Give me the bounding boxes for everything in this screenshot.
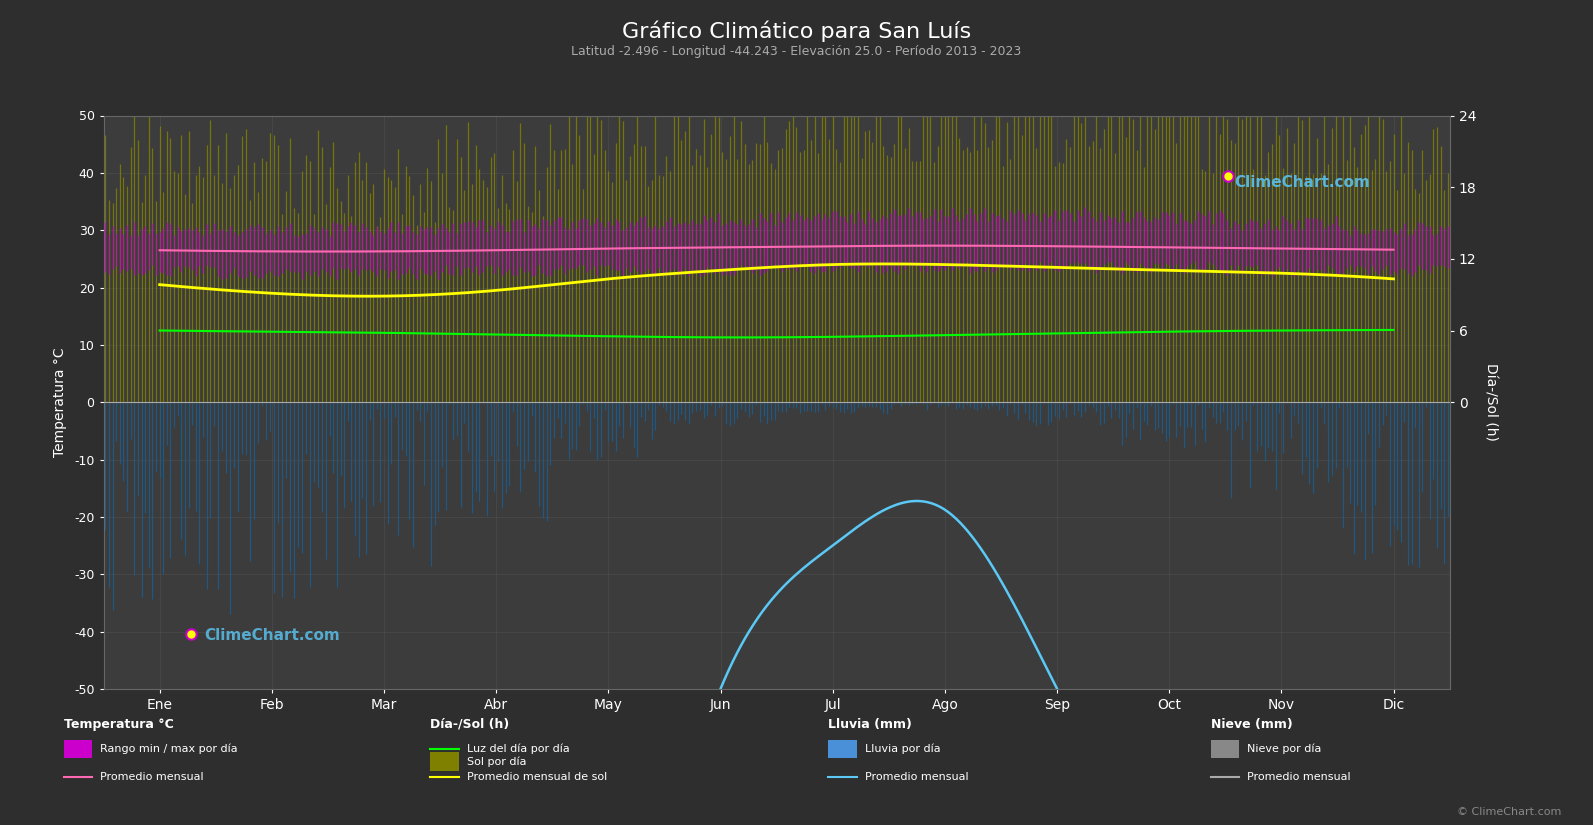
Text: Promedio mensual de sol: Promedio mensual de sol xyxy=(467,772,607,782)
Y-axis label: Temperatura °C: Temperatura °C xyxy=(53,347,67,457)
Text: Latitud -2.496 - Longitud -44.243 - Elevación 25.0 - Período 2013 - 2023: Latitud -2.496 - Longitud -44.243 - Elev… xyxy=(572,45,1021,59)
Text: Nieve por día: Nieve por día xyxy=(1247,744,1322,754)
Text: ClimeChart.com: ClimeChart.com xyxy=(204,628,341,643)
Text: Rango min / max por día: Rango min / max por día xyxy=(100,744,237,754)
Text: © ClimeChart.com: © ClimeChart.com xyxy=(1456,807,1561,817)
Text: Luz del día por día: Luz del día por día xyxy=(467,744,570,754)
Text: Gráfico Climático para San Luís: Gráfico Climático para San Luís xyxy=(621,21,972,42)
Y-axis label: Día-/Sol (h): Día-/Sol (h) xyxy=(1483,363,1497,441)
Text: Promedio mensual: Promedio mensual xyxy=(1247,772,1351,782)
Text: Promedio mensual: Promedio mensual xyxy=(100,772,204,782)
Text: Lluvia por día: Lluvia por día xyxy=(865,744,940,754)
Text: Nieve (mm): Nieve (mm) xyxy=(1211,718,1292,731)
Text: ClimeChart.com: ClimeChart.com xyxy=(1235,175,1370,190)
Text: Temperatura °C: Temperatura °C xyxy=(64,718,174,731)
Text: Sol por día: Sol por día xyxy=(467,757,526,766)
Text: Promedio mensual: Promedio mensual xyxy=(865,772,969,782)
Text: Día-/Sol (h): Día-/Sol (h) xyxy=(430,718,510,731)
Text: Lluvia (mm): Lluvia (mm) xyxy=(828,718,913,731)
